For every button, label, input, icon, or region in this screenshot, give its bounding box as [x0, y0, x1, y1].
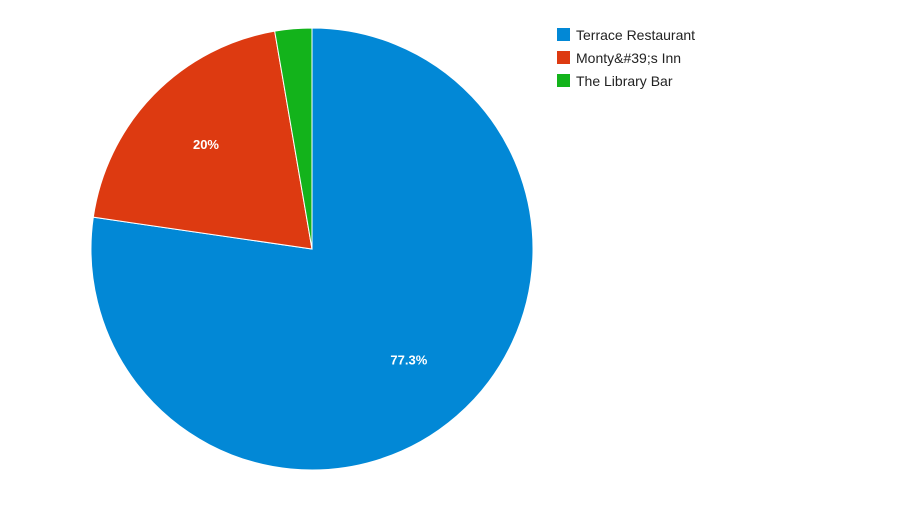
- legend-swatch: [557, 28, 570, 41]
- legend-swatch: [557, 51, 570, 64]
- pie-slice-montys-inn[interactable]: [92, 30, 313, 250]
- legend-label: Monty&#39;s Inn: [576, 49, 682, 66]
- slice-label-montys-inn: 20%: [193, 137, 219, 152]
- legend-label: Terrace Restaurant: [576, 26, 696, 43]
- chart-legend: Terrace Restaurant Monty&#39;s Inn The Lib…: [557, 23, 695, 92]
- legend-item-the-library-bar[interactable]: The Library Bar: [557, 69, 695, 92]
- legend-swatch: [557, 74, 570, 87]
- legend-item-montys-inn[interactable]: Monty&#39;s Inn: [557, 46, 695, 69]
- pie-slice-the-library-bar[interactable]: [274, 27, 313, 250]
- legend-item-terrace-restaurant[interactable]: Terrace Restaurant: [557, 23, 695, 46]
- legend-label: The Library Bar: [576, 72, 673, 89]
- slice-label-terrace-restaurant: 77.3%: [390, 352, 427, 367]
